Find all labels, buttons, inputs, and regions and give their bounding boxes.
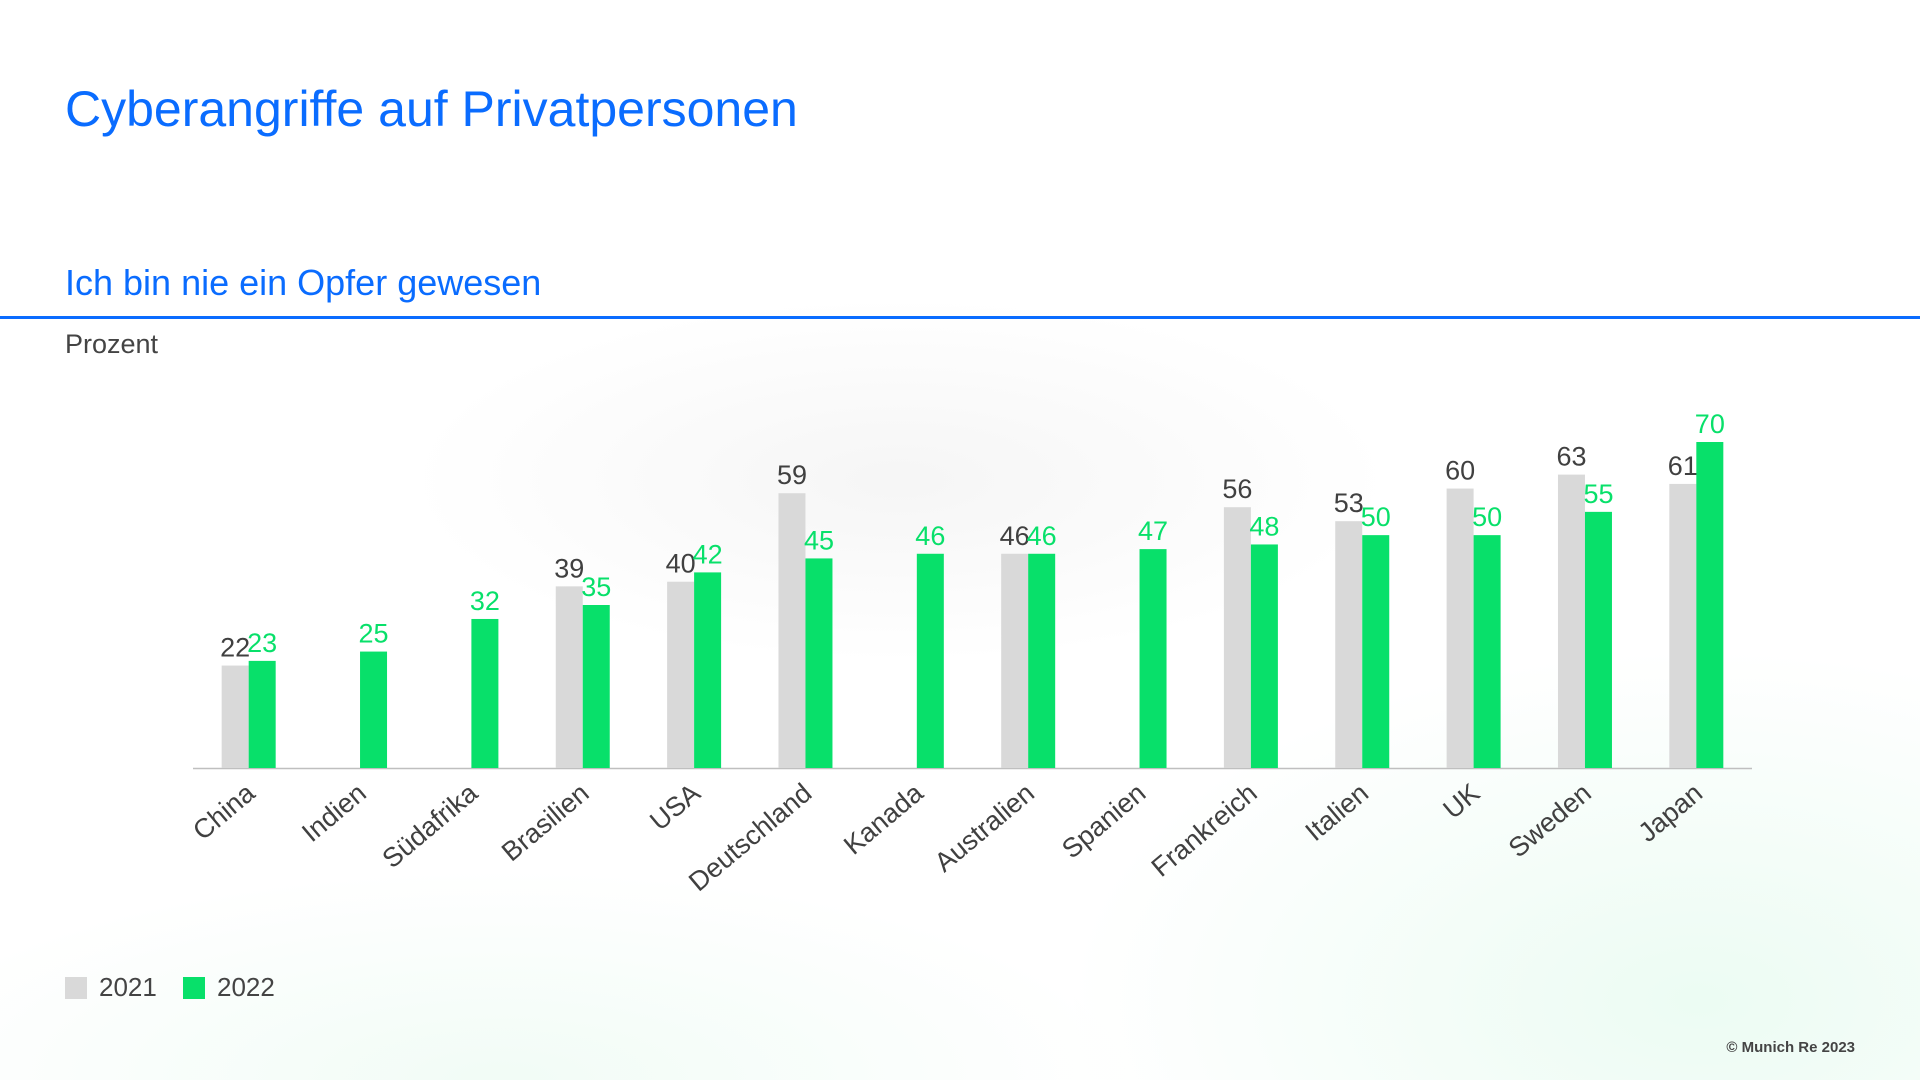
data-label-2021: 60 <box>1445 456 1475 486</box>
x-tick-label: Deutschland <box>683 778 817 897</box>
x-tick-label: Australien <box>929 778 1040 878</box>
bar-2021 <box>1557 474 1585 768</box>
x-tick-label: Kanada <box>838 777 929 860</box>
copyright: © Munich Re 2023 <box>1726 1039 1855 1056</box>
data-label-2022: 50 <box>1472 502 1502 532</box>
bar-2022 <box>248 660 276 768</box>
data-label-2022: 32 <box>470 586 500 616</box>
data-label-2021: 46 <box>1000 521 1030 551</box>
x-tick-label: Indien <box>296 778 372 848</box>
data-label-2022: 55 <box>1583 479 1613 509</box>
bar-2021 <box>221 665 249 768</box>
x-tick-label: Südafrika <box>377 777 484 874</box>
data-label-2022: 23 <box>247 628 277 658</box>
divider <box>0 316 1920 319</box>
bar-2022 <box>1584 511 1612 768</box>
y-axis-label: Prozent <box>65 329 159 359</box>
data-label-2022: 47 <box>1138 516 1168 546</box>
data-label-2022: 48 <box>1249 511 1279 541</box>
data-label-2022: 42 <box>693 539 723 569</box>
data-label-2021: 56 <box>1222 474 1252 504</box>
data-label-2021: 59 <box>777 460 807 490</box>
chart-subtitle: Ich bin nie ein Opfer gewesen <box>65 262 542 303</box>
x-tick-label: Japan <box>1633 778 1709 848</box>
bar-2022 <box>1028 553 1056 768</box>
bar-2021 <box>1335 521 1363 768</box>
bar-2021 <box>1446 488 1474 768</box>
x-tick-label: Sweden <box>1503 778 1597 864</box>
legend-label: 2021 <box>99 972 157 1002</box>
bar-2022 <box>1696 442 1724 768</box>
legend-swatch-2021 <box>65 976 87 999</box>
bar-2022 <box>1250 544 1278 768</box>
x-tick-label: UK <box>1437 778 1485 825</box>
bar-2022 <box>582 605 610 768</box>
data-label-2021: 63 <box>1556 442 1586 472</box>
x-tick-label: Frankreich <box>1146 778 1263 883</box>
bar-2022 <box>1473 535 1501 768</box>
data-label-2021: 22 <box>220 633 250 663</box>
data-label-2022: 45 <box>804 525 834 555</box>
x-tick-label: Spanien <box>1056 778 1151 865</box>
legend-label: 2022 <box>217 972 275 1002</box>
data-label-2022: 70 <box>1695 409 1725 439</box>
page-title: Cyberangriffe auf Privatpersonen <box>65 81 798 137</box>
data-label-2022: 25 <box>359 619 389 649</box>
legend-swatch-2022 <box>183 976 205 999</box>
x-tick-label: Brasilien <box>496 778 595 868</box>
bar-2022 <box>916 553 944 768</box>
bar-2021 <box>1223 507 1251 768</box>
bar-2022 <box>360 651 388 768</box>
data-label-2022: 35 <box>581 572 611 602</box>
bar-2022 <box>1139 549 1167 768</box>
data-label-2022: 46 <box>1027 521 1057 551</box>
bar-2021 <box>778 493 806 768</box>
data-label-2021: 40 <box>666 549 696 579</box>
x-tick-label: Italien <box>1300 778 1374 847</box>
data-label-2022: 50 <box>1361 502 1391 532</box>
data-label-2021: 39 <box>554 553 584 583</box>
legend-item-2021: 2021 <box>65 972 157 1003</box>
data-label-2021: 53 <box>1334 488 1364 518</box>
x-tick-label: China <box>187 777 261 846</box>
legend-item-2022: 2022 <box>183 972 275 1003</box>
bar-2022 <box>1362 535 1390 768</box>
bar-2021 <box>555 586 583 768</box>
bar-2021 <box>667 581 695 768</box>
data-label-2022: 46 <box>915 521 945 551</box>
bar-2021 <box>1001 553 1029 768</box>
data-label-2021: 61 <box>1668 451 1698 481</box>
x-tick-label: USA <box>644 778 706 837</box>
bar-2022 <box>694 572 722 768</box>
bar-2022 <box>471 618 499 768</box>
bar-2022 <box>805 558 833 768</box>
bar-2021 <box>1669 483 1697 768</box>
